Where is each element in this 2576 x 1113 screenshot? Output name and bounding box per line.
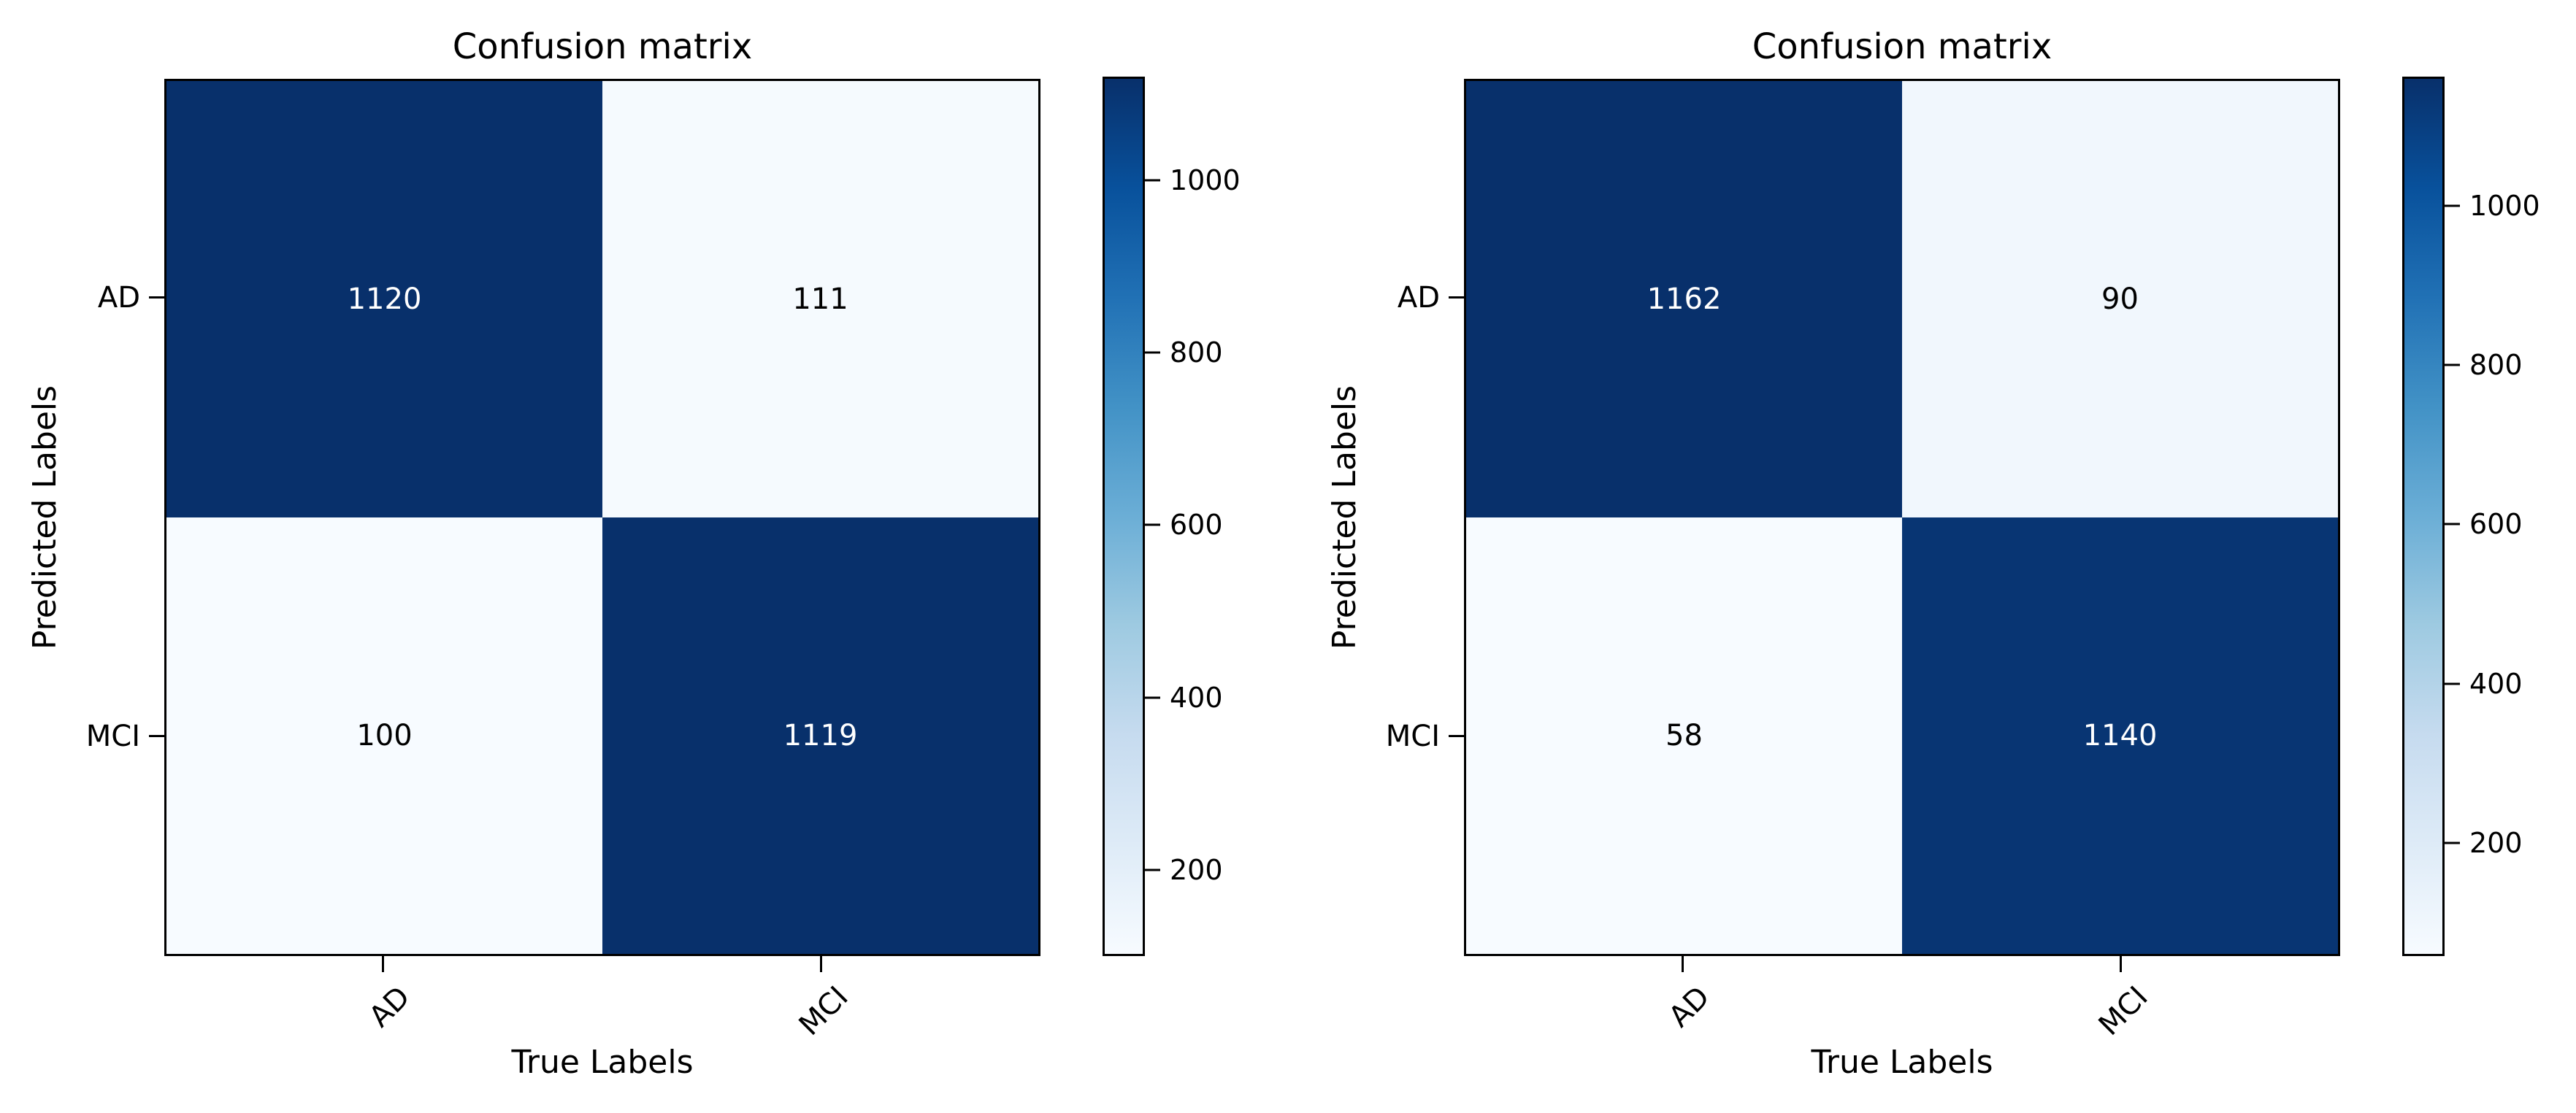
x-tick-mark: [2120, 956, 2122, 972]
colorbar-tick-mark: [1145, 696, 1160, 699]
colorbar-tick-label: 400: [2469, 667, 2523, 700]
y-tick-mark: [1449, 296, 1464, 299]
cell-value: 1162: [1647, 282, 1722, 316]
x-tick-label: AD: [362, 979, 417, 1034]
colorbar-tick-mark: [2445, 204, 2460, 207]
x-tick-label: MCI: [792, 979, 855, 1042]
colorbar-ticks: [1145, 77, 1160, 956]
cell-value: 90: [2101, 282, 2139, 316]
x-tick-label: AD: [1662, 979, 1717, 1034]
heatmap-plot-area: 1162 90 58 1140: [1464, 79, 2340, 956]
colorbar-tick-label: 200: [1170, 853, 1223, 886]
colorbar-tick-label: 800: [2469, 349, 2523, 382]
y-tick-label: MCI: [1385, 720, 1440, 753]
colorbar: [1103, 77, 1145, 956]
y-tick-mark: [149, 735, 164, 737]
y-axis-label: Predicted Labels: [1326, 385, 1363, 650]
colorbar-tick-mark: [2445, 842, 2460, 844]
cell-value: 1119: [783, 719, 858, 752]
x-axis-label: True Labels: [1811, 1044, 1993, 1081]
heatmap-cell: 1140: [1902, 517, 2338, 954]
colorbar-tick-label: 200: [2469, 827, 2523, 859]
heatmap-cell: 90: [1902, 81, 2338, 517]
colorbar-tick-label: 600: [2469, 508, 2523, 541]
heatmap-cell: 1119: [602, 517, 1038, 954]
y-tick-label: MCI: [85, 720, 140, 753]
heatmap-cell: 111: [602, 81, 1038, 517]
colorbar-labels: 1000 800 600 400 200: [2469, 77, 2576, 956]
colorbar-labels: 1000 800 600 400 200: [1170, 77, 1276, 956]
colorbar-tick-mark: [1145, 179, 1160, 182]
colorbar-tick-label: 600: [1170, 509, 1223, 542]
y-tick-mark: [1449, 735, 1464, 737]
colorbar-tick-mark: [2445, 523, 2460, 525]
cell-value: 1140: [2082, 719, 2158, 752]
colorbar-tick-label: 400: [1170, 681, 1223, 714]
colorbar: [2402, 77, 2445, 956]
x-tick-label: MCI: [2092, 979, 2155, 1042]
colorbar-ticks: [2445, 77, 2460, 956]
y-axis-label: Predicted Labels: [26, 385, 64, 650]
x-tick-mark: [820, 956, 822, 972]
x-axis-label: True Labels: [511, 1044, 694, 1081]
heatmap-cell: 58: [1466, 517, 1902, 954]
x-tick-mark: [382, 956, 384, 972]
cell-value: 111: [792, 282, 848, 316]
x-tick-mark: [1682, 956, 1684, 972]
chart-title: Confusion matrix: [1752, 26, 2052, 67]
cell-value: 1120: [347, 282, 422, 316]
colorbar-tick-label: 1000: [2469, 189, 2540, 222]
heatmap-cell: 100: [166, 517, 602, 954]
colorbar-tick-label: 800: [1170, 336, 1223, 369]
confusion-matrix-figure-right: Confusion matrix 1162 90 58 1140 AD MCI …: [1300, 0, 2576, 1113]
y-tick-label: AD: [97, 281, 140, 315]
colorbar-tick-label: 1000: [1170, 163, 1241, 196]
cell-value: 100: [356, 719, 413, 752]
y-tick-label: AD: [1397, 281, 1440, 315]
y-tick-mark: [149, 296, 164, 299]
colorbar-tick-mark: [1145, 523, 1160, 526]
colorbar-tick-mark: [2445, 682, 2460, 685]
chart-title: Confusion matrix: [452, 26, 753, 67]
heatmap-cell: 1120: [166, 81, 602, 517]
heatmap-cell: 1162: [1466, 81, 1902, 517]
colorbar-tick-mark: [1145, 869, 1160, 871]
colorbar-tick-mark: [2445, 363, 2460, 366]
heatmap-plot-area: 1120 111 100 1119: [164, 79, 1040, 956]
colorbar-tick-mark: [1145, 351, 1160, 354]
cell-value: 58: [1665, 719, 1703, 752]
confusion-matrix-figure-left: Confusion matrix 1120 111 100 1119 AD MC…: [0, 0, 1276, 1113]
